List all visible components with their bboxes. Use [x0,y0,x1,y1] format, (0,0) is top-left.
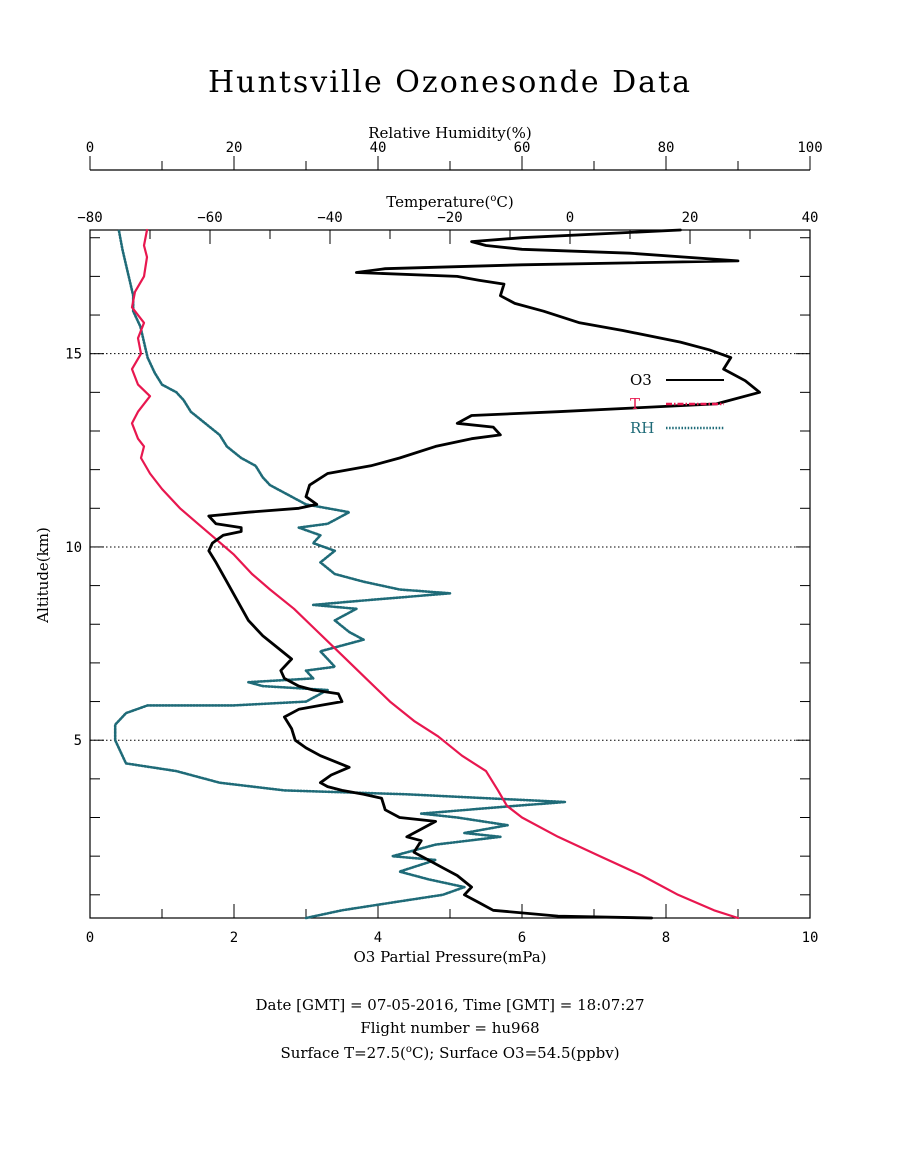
footer-date-time: Date [GMT] = 07-05-2016, Time [GMT] = 18… [255,996,644,1014]
temperature-tick-label: 40 [802,210,819,226]
temperature-tick-label: 0 [566,210,574,226]
o3-tick-label: 2 [230,930,238,946]
y-tick-label: 5 [74,733,82,749]
plot-area: 5 10 15 0 2 4 6 8 10 −80 −60 −40 −20 0 20 40 [65,210,818,946]
o3-tick-label: 6 [518,930,526,946]
legend-label-o3: O3 [630,371,652,389]
chart-title: Huntsville Ozonesonde Data [208,65,692,100]
legend-label-rh: RH [630,419,654,437]
rh-tick-label: 20 [226,140,243,156]
legend: O3 T RH [630,371,724,437]
temperature-tick-label: −60 [197,210,222,226]
temperature-tick-label: −40 [317,210,342,226]
temperature-tick-label: −20 [437,210,462,226]
temperature-axis-label: Temperature(oC) [386,193,514,211]
rh-tick-label: 100 [797,140,822,156]
altitude-axis-label: Altitude(km) [34,527,52,624]
o3-tick-label: 4 [374,930,382,946]
rh-axis-label: Relative Humidity(%) [368,124,531,142]
o3-axis-label: O3 Partial Pressure(mPa) [353,948,546,966]
rh-tick-label: 0 [86,140,94,156]
rh-series-line [113,228,567,920]
footer-surface-values: Surface T=27.5(oC); Surface O3=54.5(ppbv… [280,1044,619,1062]
footer-flight-number: Flight number = hu968 [360,1019,539,1037]
y-tick-label: 15 [65,347,82,363]
plot-frame [89,229,811,919]
rh-tick-label: 40 [370,140,387,156]
temperature-tick-label: −80 [77,210,102,226]
legend-label-t: T [630,395,640,413]
o3-tick-label: 10 [802,930,819,946]
rh-axis: 0 20 40 60 80 100 [86,140,823,171]
temperature-tick-label: 20 [682,210,699,226]
rh-tick-label: 60 [514,140,531,156]
rh-tick-label: 80 [658,140,675,156]
o3-tick-label: 8 [662,930,670,946]
o3-tick-label: 0 [86,930,94,946]
o3-series-line [207,228,761,920]
y-tick-label: 10 [65,540,82,556]
